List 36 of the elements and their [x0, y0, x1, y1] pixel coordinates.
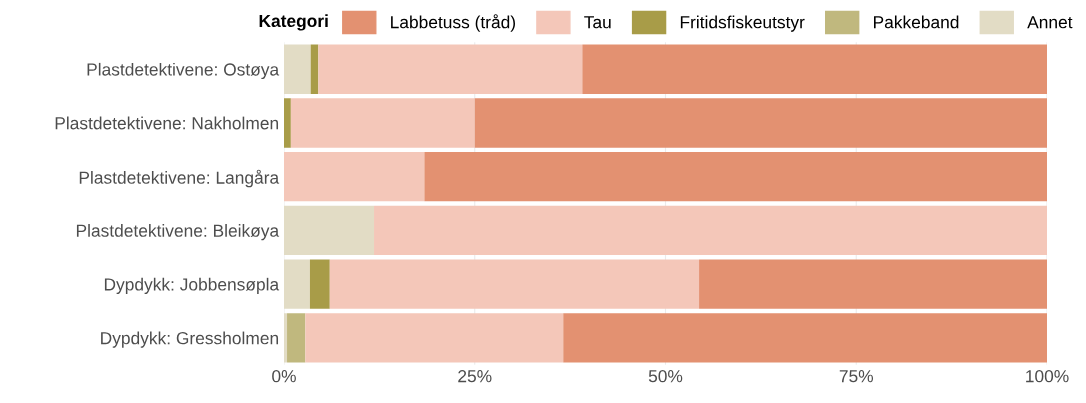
legend-title: Kategori	[259, 14, 328, 31]
bar	[424, 151, 1048, 202]
y-tick-label: Dypdykk: Jobbensøpla	[104, 277, 280, 295]
bar	[374, 205, 1048, 256]
legend-label: Pakkeband	[874, 15, 959, 29]
bar	[474, 98, 1048, 148]
y-tick-label: Dypdykk: Gressholmen	[101, 331, 279, 348]
bar	[290, 98, 475, 148]
bar	[563, 313, 1048, 363]
x-tick-label: 75%	[839, 370, 874, 383]
bar	[329, 259, 700, 309]
bar	[283, 98, 291, 148]
y-tick-label: Plastdetektivene: Nakholmen	[55, 116, 279, 130]
bar	[283, 151, 425, 202]
legend-label: Annet	[1027, 16, 1073, 29]
bar	[283, 44, 311, 94]
bar	[699, 259, 1048, 309]
bar	[287, 313, 306, 363]
bar	[283, 259, 310, 309]
y-tick-label: Plastdetektivene: Bleikøya	[76, 224, 280, 241]
y-tick-label: Plastdetektivene: Langåra	[79, 169, 280, 188]
bar	[283, 205, 375, 256]
bar	[305, 313, 564, 363]
bar	[582, 44, 1048, 94]
legend-label: Labbetuss (tråd)	[391, 14, 516, 32]
bar	[310, 44, 319, 94]
legend-label: Tau	[584, 16, 611, 29]
x-tick-label: 50%	[648, 370, 683, 383]
bar	[283, 313, 288, 363]
bar	[309, 259, 330, 309]
y-tick-label: Plastdetektivene: Ostøya	[87, 62, 280, 80]
x-tick-label: 100%	[1026, 370, 1069, 383]
legend-label: Fritidsfiskeutstyr	[680, 15, 805, 32]
x-tick-label: 0%	[272, 370, 296, 383]
bar	[318, 44, 583, 94]
x-tick-label: 25%	[458, 370, 492, 383]
